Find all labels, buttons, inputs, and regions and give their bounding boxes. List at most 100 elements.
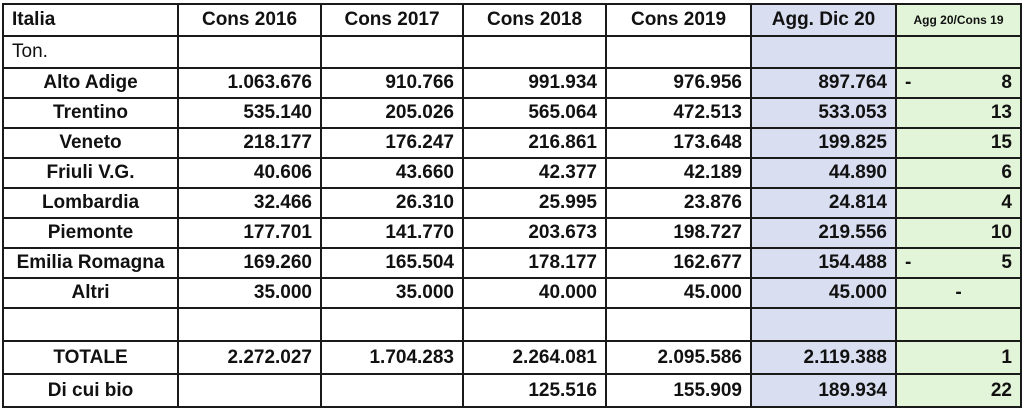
delta-value: 13: [990, 102, 1012, 123]
table-row: Lombardia 32.466 26.310 25.995 23.876 24.814 4: [2, 187, 1022, 219]
table-row: Altri 35.000 35.000 40.000 45.000 45.000-: [2, 277, 1022, 309]
header-cons-2017: Cons 2017: [320, 3, 464, 37]
delta-value: 10: [990, 222, 1012, 243]
value-cell: 472.513: [605, 97, 752, 129]
value-cell: 1.704.283: [320, 340, 464, 375]
blank-row: [2, 307, 1022, 342]
value-cell: 897.764: [750, 67, 897, 99]
empty-cell: [605, 35, 752, 69]
value-cell: 991.934: [462, 67, 607, 99]
header-cons-2016: Cons 2016: [177, 3, 322, 37]
region-name: Alto Adige: [2, 67, 179, 99]
value-cell: 910.766: [320, 67, 464, 99]
value-cell: 2.095.586: [605, 340, 752, 375]
value-cell: 42.189: [605, 157, 752, 189]
empty-cell: [605, 307, 752, 342]
value-cell: 42.377: [462, 157, 607, 189]
value-cell: 43.660: [320, 157, 464, 189]
value-cell: 216.861: [462, 127, 607, 159]
value-cell: 125.516: [462, 373, 607, 408]
delta-value: 22: [990, 379, 1012, 401]
empty-cell: [320, 35, 464, 69]
value-cell: 533.053: [750, 97, 897, 129]
value-cell: 35.000: [177, 277, 322, 309]
value-cell: [177, 373, 322, 408]
empty-cell: [2, 307, 179, 342]
value-cell: 23.876: [605, 187, 752, 219]
empty-cell: [750, 35, 897, 69]
value-cell: 218.177: [177, 127, 322, 159]
value-cell: 219.556: [750, 217, 897, 249]
delta-cell: -: [895, 277, 1022, 309]
value-cell: 2.272.027: [177, 340, 322, 375]
header-agg-vs-cons: Agg 20/Cons 19: [895, 3, 1022, 37]
table-row: Friuli V.G. 40.606 43.660 42.377 42.189 44.89…: [2, 157, 1022, 189]
header-row: Italia Cons 2016 Cons 2017 Cons 2018 Con…: [2, 3, 1022, 37]
value-cell: 45.000: [605, 277, 752, 309]
table-row: Piemonte 177.701 141.770 203.673 198.727 219.…: [2, 217, 1022, 249]
value-cell: 44.890: [750, 157, 897, 189]
value-cell: 25.995: [462, 187, 607, 219]
header-cons-2019: Cons 2019: [605, 3, 752, 37]
delta-cell: 13: [895, 97, 1022, 129]
value-cell: 26.310: [320, 187, 464, 219]
delta-cell: 22: [895, 373, 1022, 408]
value-cell: 176.247: [320, 127, 464, 159]
empty-cell: [320, 307, 464, 342]
value-cell: 2.264.081: [462, 340, 607, 375]
delta-cell: 1: [895, 340, 1022, 375]
value-cell: 35.000: [320, 277, 464, 309]
unit-label: Ton.: [2, 35, 179, 69]
value-cell: 2.119.388: [750, 340, 897, 375]
value-cell: 565.064: [462, 97, 607, 129]
delta-cell: 4: [895, 187, 1022, 219]
value-cell: 165.504: [320, 247, 464, 279]
table-row: Trentino 535.140 205.026 565.064 472.513 533.…: [2, 97, 1022, 129]
value-cell: 976.956: [605, 67, 752, 99]
header-agg-dic-20: Agg. Dic 20: [750, 3, 897, 37]
region-name: Lombardia: [2, 187, 179, 219]
empty-cell: [177, 35, 322, 69]
total-row: Di cui bio 125.516 155.909 189.934 22: [2, 373, 1022, 408]
value-cell: 178.177: [462, 247, 607, 279]
empty-cell: [462, 307, 607, 342]
delta-value: 5: [1001, 252, 1012, 273]
value-cell: 1.063.676: [177, 67, 322, 99]
value-cell: 141.770: [320, 217, 464, 249]
delta-value: 1: [1001, 346, 1012, 368]
table-row: Emilia Romagna 169.260 165.504 178.177 162.6…: [2, 247, 1022, 279]
delta-value: 4: [1001, 192, 1012, 213]
value-cell: 199.825: [750, 127, 897, 159]
region-name: Trentino: [2, 97, 179, 129]
value-cell: 24.814: [750, 187, 897, 219]
value-cell: 32.466: [177, 187, 322, 219]
delta-cell: 10: [895, 217, 1022, 249]
production-table: Italia Cons 2016 Cons 2017 Cons 2018 Con…: [2, 3, 1022, 408]
value-cell: [320, 373, 464, 408]
empty-cell: [177, 307, 322, 342]
delta-cell: -5: [895, 247, 1022, 279]
value-cell: 205.026: [320, 97, 464, 129]
region-name: Piemonte: [2, 217, 179, 249]
value-cell: 154.488: [750, 247, 897, 279]
value-cell: 173.648: [605, 127, 752, 159]
value-cell: 162.677: [605, 247, 752, 279]
region-name: Friuli V.G.: [2, 157, 179, 189]
value-cell: 45.000: [750, 277, 897, 309]
value-cell: 40.606: [177, 157, 322, 189]
delta-sign: -: [905, 252, 912, 273]
value-cell: 535.140: [177, 97, 322, 129]
region-name: Altri: [2, 277, 179, 309]
header-cons-2018: Cons 2018: [462, 3, 607, 37]
empty-cell: [462, 35, 607, 69]
delta-value: 15: [990, 132, 1012, 153]
delta-cell: 6: [895, 157, 1022, 189]
region-name: Di cui bio: [2, 373, 179, 408]
value-cell: 177.701: [177, 217, 322, 249]
empty-cell: [895, 35, 1022, 69]
value-cell: 203.673: [462, 217, 607, 249]
total-row: TOTALE 2.272.027 1.704.283 2.264.081 2.095.5…: [2, 340, 1022, 375]
value-cell: 169.260: [177, 247, 322, 279]
value-cell: 40.000: [462, 277, 607, 309]
region-name: Emilia Romagna: [2, 247, 179, 279]
